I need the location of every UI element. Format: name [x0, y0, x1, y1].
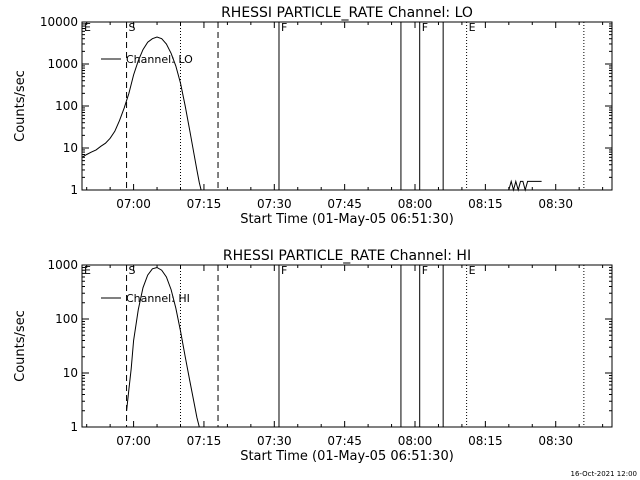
x-tick-label: 07:00: [116, 197, 151, 211]
flag-label: E: [469, 264, 476, 277]
x-tick-label: 07:15: [187, 197, 222, 211]
x-tick-label: 07:45: [327, 197, 362, 211]
series-line-secondary: [508, 179, 542, 192]
y-tick-label: 1000: [47, 57, 78, 71]
x-tick-label: 08:30: [538, 197, 573, 211]
y-axis-label: Counts/sec: [13, 70, 28, 142]
y-tick-label: 100: [55, 312, 78, 326]
flag-label: F: [281, 264, 287, 277]
flag-label: S: [129, 264, 136, 277]
x-tick-label: 08:30: [538, 434, 573, 448]
y-axis-label: Counts/sec: [13, 310, 28, 382]
flag-label: E: [469, 21, 476, 34]
x-tick-label: 07:30: [257, 197, 292, 211]
legend-label: Channel: HI: [126, 292, 190, 305]
y-tick-label: 10: [63, 366, 78, 380]
x-axis-label: Start Time (01-May-05 06:51:30): [240, 449, 454, 464]
chart-title: RHESSI PARTICLE_RATE Channel: HI: [223, 248, 471, 264]
x-axis-label: Start Time (01-May-05 06:51:30): [240, 212, 454, 227]
flag-label: F: [422, 21, 428, 34]
axis-frame: [81, 264, 613, 428]
axis-frame: [81, 21, 613, 191]
panel-lo: RHESSI PARTICLE_RATE Channel: LO 07:00 07:…: [13, 5, 613, 227]
flag-label: E: [84, 264, 91, 277]
panel-hi: RHESSI PARTICLE_RATE Channel: HI 07:00 07:…: [13, 248, 613, 464]
y-tick-label: 1000: [47, 258, 78, 272]
x-tick-label: 07:30: [257, 434, 292, 448]
flag-label: E: [84, 21, 91, 34]
flag-label: F: [281, 21, 287, 34]
x-tick-label: 07:15: [187, 434, 222, 448]
flag-label: F: [422, 264, 428, 277]
x-tick-label: 07:45: [327, 434, 362, 448]
y-tick-label: 1: [70, 183, 78, 197]
x-tick-label: 08:15: [468, 434, 503, 448]
footer-timestamp: 16-Oct-2021 12:00: [571, 470, 637, 478]
y-tick-label: 10000: [40, 15, 78, 29]
x-tick-label: 07:00: [116, 434, 151, 448]
x-tick-label: 08:15: [468, 197, 503, 211]
series-line: [126, 266, 200, 428]
x-tick-label: 08:00: [398, 434, 433, 448]
chart-title: RHESSI PARTICLE_RATE Channel: LO: [221, 5, 473, 21]
y-tick-label: 1: [70, 420, 78, 434]
y-tick-label: 10: [63, 141, 78, 155]
series-line: [81, 36, 202, 191]
y-tick-label: 100: [55, 99, 78, 113]
legend-label: Channel: LO: [126, 53, 193, 66]
flag-label: S: [129, 21, 136, 34]
x-tick-label: 08:00: [398, 197, 433, 211]
